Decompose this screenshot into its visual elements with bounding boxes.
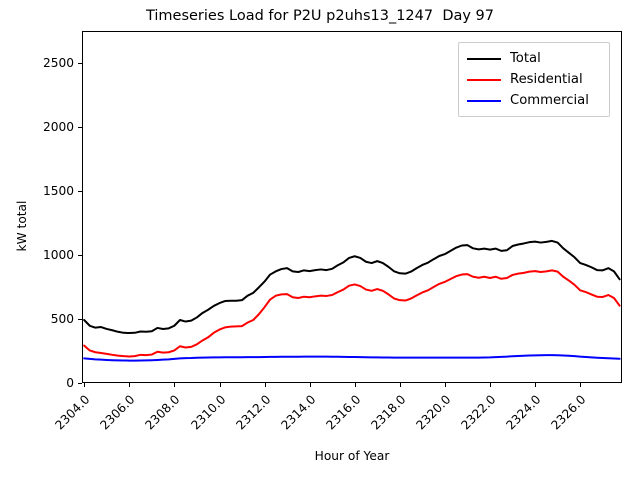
y-axis-tick-mark	[78, 255, 82, 256]
legend-item[interactable]: Total	[467, 48, 601, 69]
y-axis-tick-label: 1000	[42, 248, 74, 262]
x-axis-tick-label: 2304.0	[52, 392, 93, 433]
series-line-total	[83, 239, 621, 335]
x-axis-tick-label: 2306.0	[97, 392, 138, 433]
chart-legend: Total Residential Commercial	[458, 42, 610, 117]
x-axis-tick-mark	[309, 383, 311, 387]
legend-color-swatch	[467, 99, 501, 102]
legend-item[interactable]: Commercial	[467, 90, 601, 111]
y-axis-tick-label: 2000	[42, 120, 74, 134]
y-axis-tick-mark	[78, 383, 82, 384]
x-axis-tick-label: 2322.0	[458, 392, 499, 433]
x-axis-tick-label: 2318.0	[368, 392, 409, 433]
x-axis-tick-mark	[219, 383, 221, 387]
x-axis-tick-label: 2320.0	[413, 392, 454, 433]
y-axis-tick-label: 0	[66, 376, 74, 390]
series-line-commercial	[83, 354, 621, 362]
legend-item[interactable]: Residential	[467, 69, 601, 90]
legend-color-swatch	[467, 57, 501, 60]
series-line-residential	[83, 269, 621, 358]
y-axis-tick-label: 2500	[42, 56, 74, 70]
x-axis-tick-label: 2324.0	[503, 392, 544, 433]
x-axis-tick-mark	[354, 383, 356, 387]
y-axis-tick-mark	[78, 319, 82, 320]
legend-label: Total	[510, 51, 541, 66]
x-axis-tick-mark	[490, 383, 492, 387]
y-axis-tick-mark	[78, 127, 82, 128]
x-axis-label: Hour of Year	[314, 449, 390, 463]
x-axis-tick-label: 2326.0	[548, 392, 589, 433]
x-axis-tick-mark	[535, 383, 537, 387]
y-axis-tick-mark	[78, 191, 82, 192]
page-title: Timeseries Load for P2U p2uhs13_1247 Day…	[145, 8, 495, 24]
y-axis-tick-mark	[78, 63, 82, 64]
plot-area	[82, 31, 622, 383]
y-axis-tick-label: 500	[50, 312, 74, 326]
legend-label: Residential	[510, 72, 583, 87]
y-axis-tick-label: 1500	[42, 184, 74, 198]
x-axis-tick-mark	[580, 383, 582, 387]
x-axis-tick-mark	[264, 383, 266, 387]
x-axis-tick-mark	[445, 383, 446, 387]
x-axis-tick-label: 2316.0	[323, 392, 364, 433]
legend-color-swatch	[467, 78, 501, 81]
x-axis-tick-label: 2310.0	[187, 392, 229, 433]
x-axis-tick-label: 2308.0	[142, 392, 183, 433]
plot-svg	[83, 239, 621, 362]
x-axis-tick-mark	[84, 383, 86, 387]
x-axis-tick-label: 2312.0	[233, 392, 274, 433]
legend-label: Commercial	[510, 93, 589, 108]
x-axis-tick-label: 2314.0	[278, 392, 319, 433]
x-axis-tick-mark	[129, 383, 131, 387]
y-axis-label: kW total	[15, 200, 29, 252]
x-axis-tick-mark	[399, 383, 401, 387]
y-axis-tick-labels: 0 500 1000 1500 2000 2500	[0, 31, 74, 390]
y-axis-label-wrapper: kW total	[15, 31, 34, 383]
x-axis-tick-mark	[174, 383, 176, 387]
